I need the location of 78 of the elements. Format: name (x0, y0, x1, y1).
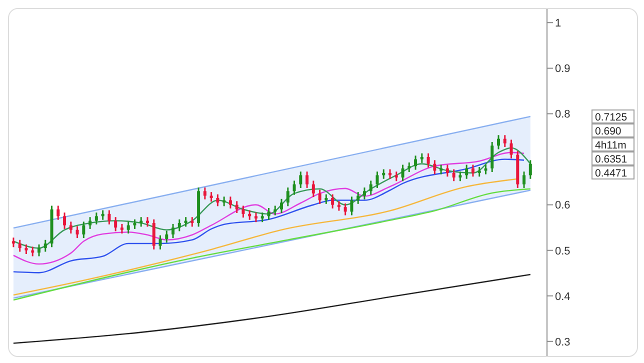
text: 0.4471 (595, 167, 628, 180)
candlestick (172, 223, 175, 239)
y-tick-label: 1 (555, 18, 562, 30)
candlestick (242, 204, 245, 218)
candlestick (12, 236, 15, 248)
candlestick (280, 198, 284, 214)
candlestick (452, 168, 456, 182)
candlestick (133, 218, 136, 230)
candlestick (82, 220, 86, 239)
text: 0.690 (595, 125, 622, 138)
candlestick (235, 200, 238, 214)
candlestick (299, 170, 302, 189)
candlestick (420, 152, 424, 164)
y-tick-label: 0.3 (555, 336, 570, 348)
y-tick-label: 0.6 (555, 200, 570, 212)
candlestick (37, 244, 40, 258)
candlestick (490, 141, 494, 173)
candlestick (260, 212, 264, 223)
candlestick (426, 152, 430, 168)
candlestick (408, 162, 411, 173)
candlestick (210, 191, 213, 202)
candlestick (331, 194, 334, 210)
candlestick (286, 186, 290, 207)
candlestick (503, 134, 506, 148)
candlestick (478, 166, 481, 178)
candlestick (376, 170, 379, 189)
text: 0.6351 (595, 153, 628, 166)
candlestick (344, 202, 347, 216)
candlestick (306, 170, 309, 189)
candlestick (362, 186, 366, 200)
y-tick-label: 0.5 (555, 245, 570, 258)
candlestick (528, 159, 532, 180)
candlestick (267, 207, 270, 221)
candlestick (292, 180, 296, 196)
candlestick (433, 159, 436, 176)
candlestick (126, 220, 130, 234)
candlestick (203, 186, 206, 200)
candlestick (158, 234, 162, 250)
candlestick (216, 194, 220, 207)
candlestick (165, 230, 168, 244)
candlestick (108, 210, 111, 226)
candlestick (120, 223, 124, 234)
candlestick (152, 218, 156, 250)
y-tick-label: 0.4 (555, 290, 570, 303)
candlestick (114, 216, 118, 232)
candlestick (63, 212, 66, 230)
candlestick (76, 225, 79, 239)
candlestick (69, 220, 72, 234)
candlestick (510, 138, 513, 160)
candlestick (369, 180, 372, 196)
y-tick-label: 0.8 (555, 108, 570, 121)
candlestick (56, 204, 60, 221)
candlestick (318, 189, 322, 205)
candlestick (178, 218, 181, 232)
candlestick (401, 164, 404, 182)
candlestick (312, 180, 315, 198)
text: 4h11m (595, 139, 627, 152)
candlestick (44, 239, 47, 252)
candlestick (228, 196, 232, 210)
y-tick-label: 0.9 (555, 63, 570, 76)
candlestick (471, 164, 474, 178)
candlestick (350, 196, 354, 216)
candlestick (394, 170, 398, 182)
candlestick (414, 154, 418, 170)
text: 0.7125 (595, 111, 628, 124)
candlestick (496, 134, 500, 150)
candlestick (465, 164, 468, 180)
candlestick (356, 191, 360, 205)
candlestick (446, 164, 449, 178)
candlestick (18, 239, 22, 252)
candlestick (324, 194, 328, 205)
candlestick (254, 212, 258, 223)
candlestick (24, 244, 28, 255)
candlestick (88, 216, 92, 230)
candlestick (94, 212, 98, 226)
line-series (12, 274, 532, 344)
candlestick (522, 170, 526, 189)
candlestick (458, 170, 462, 182)
